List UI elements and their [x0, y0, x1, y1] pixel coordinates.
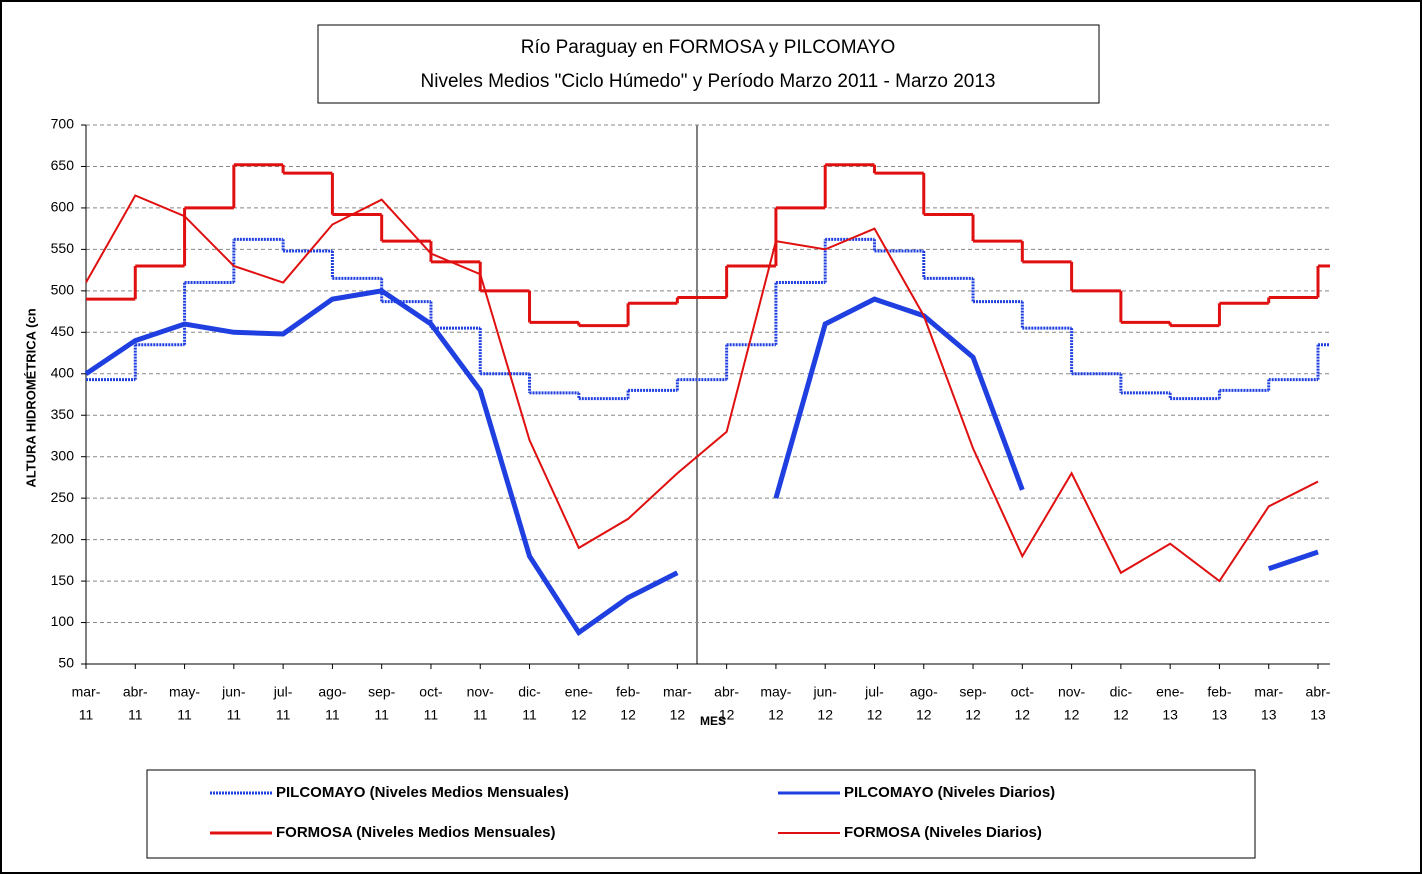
y-tick-label: 450 [51, 323, 75, 339]
x-tick-label: ago- [318, 684, 346, 700]
series-line [84, 288, 679, 637]
x-tick-label: nov- [1058, 684, 1086, 700]
y-tick-label: 500 [51, 282, 75, 298]
x-tick-label: 12 [817, 707, 833, 723]
x-tick-label: 12 [670, 707, 686, 723]
x-tick-label: 12 [1015, 707, 1031, 723]
title-box [317, 24, 1100, 104]
x-tick-label: 13 [1310, 707, 1326, 723]
y-tick-label: 550 [51, 240, 75, 256]
x-tick-label: jun- [813, 684, 838, 700]
y-tick-label: 600 [51, 199, 75, 215]
y-tick-label: 50 [58, 655, 74, 671]
x-tick-label: mar- [1254, 684, 1283, 700]
x-tick-label: may- [760, 684, 791, 700]
x-tick-label: oct- [419, 684, 443, 700]
x-tick-label: abr- [123, 684, 148, 700]
x-tick-label: 12 [620, 707, 636, 723]
legend-label: FORMOSA (Niveles Diarios) [844, 824, 1042, 841]
x-tick-label: feb- [616, 684, 640, 700]
x-tick-label: jun- [221, 684, 246, 700]
x-tick-label: 11 [79, 707, 94, 723]
x-tick-label: dic- [1110, 684, 1133, 700]
x-tick-label: 12 [768, 707, 784, 723]
x-tick-label: 11 [276, 707, 291, 723]
x-tick-label: 11 [227, 707, 242, 723]
legend-box [146, 769, 1256, 859]
legend-label: FORMOSA (Niveles Medios Mensuales) [276, 824, 556, 841]
x-tick-label: 11 [522, 707, 537, 723]
series-line [773, 296, 1025, 499]
y-tick-label: 650 [51, 157, 75, 173]
x-tick-label: 12 [571, 707, 587, 723]
x-tick-label: sep- [959, 684, 987, 700]
x-tick-label: 13 [1212, 707, 1228, 723]
y-axis-label: ALTURA HIDROMÉTRICA (cn [23, 308, 38, 487]
chart-title: Río Paraguay en FORMOSA y PILCOMAYO [521, 37, 896, 58]
x-tick-label: jul- [864, 684, 884, 700]
x-tick-label: ene- [565, 684, 593, 700]
x-tick-label: ago- [910, 684, 938, 700]
y-tick-label: 700 [51, 116, 75, 132]
y-tick-label: 100 [51, 613, 75, 629]
x-tick-label: 11 [177, 707, 192, 723]
x-tick-label: nov- [467, 684, 495, 700]
x-tick-label: mar- [663, 684, 692, 700]
x-tick-label: 11 [473, 707, 488, 723]
legend-label: PILCOMAYO (Niveles Diarios) [844, 784, 1055, 801]
y-tick-label: 150 [51, 572, 75, 588]
x-tick-label: dic- [518, 684, 541, 700]
x-tick-label: oct- [1011, 684, 1035, 700]
y-tick-label: 250 [51, 489, 75, 505]
x-tick-label: feb- [1207, 684, 1231, 700]
x-tick-label: 12 [965, 707, 981, 723]
series-line [1267, 549, 1319, 572]
x-tick-label: 12 [1113, 707, 1129, 723]
x-tick-label: 11 [374, 707, 389, 723]
x-tick-label: may- [169, 684, 200, 700]
y-tick-label: 350 [51, 406, 75, 422]
x-tick-label: 12 [719, 707, 735, 723]
x-tick-label: 12 [1064, 707, 1080, 723]
x-tick-label: 11 [424, 707, 439, 723]
x-tick-label: mar- [72, 684, 101, 700]
x-axis-label: MES [700, 714, 726, 728]
x-tick-label: jul- [273, 684, 293, 700]
x-tick-label: sep- [368, 684, 396, 700]
x-tick-label: 12 [916, 707, 932, 723]
y-tick-label: 300 [51, 447, 75, 463]
x-tick-label: abr- [714, 684, 739, 700]
y-tick-label: 200 [51, 530, 75, 546]
series-line [85, 194, 1319, 583]
x-tick-label: 12 [867, 707, 883, 723]
x-tick-label: abr- [1306, 684, 1331, 700]
chart-subtitle: Niveles Medios "Ciclo Húmedo" y Período … [421, 71, 996, 92]
legend-label: PILCOMAYO (Niveles Medios Mensuales) [276, 784, 569, 801]
x-tick-label: 13 [1261, 707, 1277, 723]
y-tick-label: 400 [51, 364, 75, 380]
x-tick-label: 11 [325, 707, 340, 723]
x-tick-label: ene- [1156, 684, 1184, 700]
x-tick-label: 13 [1162, 707, 1178, 723]
x-tick-label: 11 [128, 707, 143, 723]
